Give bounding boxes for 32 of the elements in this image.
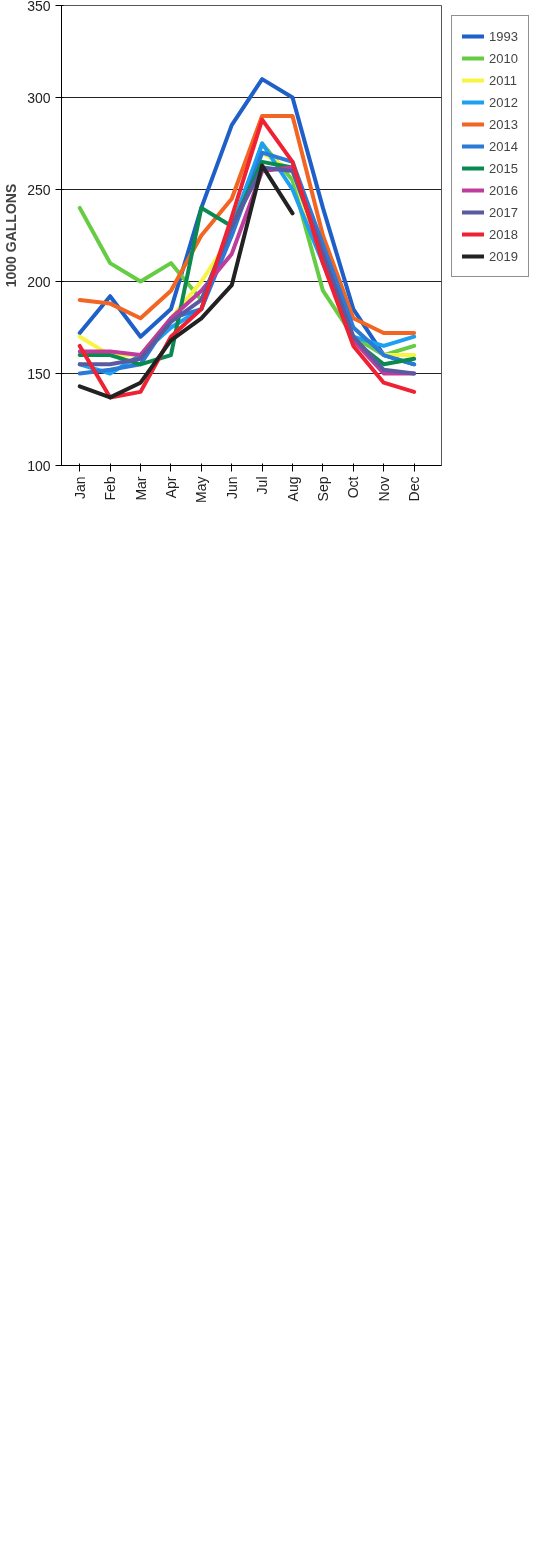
legend-label: 2016 <box>489 182 518 198</box>
legend-label: 2010 <box>489 50 518 66</box>
x-tick-label: Jul <box>254 476 271 495</box>
line-series <box>77 113 417 336</box>
x-tick-label: Feb <box>102 476 119 501</box>
legend-label: 2015 <box>489 160 518 176</box>
legend-label: 2013 <box>489 116 518 132</box>
x-tick-label: Jun <box>223 476 240 500</box>
y-tick-label: 350 <box>27 0 51 14</box>
legend-label: 2018 <box>489 226 518 242</box>
x-tick-label: Oct <box>345 476 362 499</box>
legend-label: 2014 <box>489 138 518 154</box>
x-tick-label: Mar <box>132 476 149 501</box>
y-tick-label: 100 <box>27 457 51 474</box>
x-tick-label: Aug <box>284 476 301 502</box>
y-tick-label: 200 <box>27 273 51 290</box>
legend-label: 2012 <box>489 94 518 110</box>
legend-label: 1993 <box>489 28 518 44</box>
x-tick-label: Apr <box>162 476 179 499</box>
x-tick-label: Dec <box>406 476 423 502</box>
line-series <box>77 117 417 400</box>
x-tick-label: Jan <box>71 476 88 500</box>
legend-label: 2011 <box>489 72 517 88</box>
x-tick-label: May <box>193 476 210 503</box>
y-axis-title: 1000 GALLONS <box>3 183 20 288</box>
y-tick-label: 150 <box>27 365 51 382</box>
legend-label: 2019 <box>489 248 518 264</box>
legend-label: 2017 <box>489 204 518 220</box>
y-tick-label: 300 <box>27 89 51 106</box>
y-tick-label: 250 <box>27 181 51 198</box>
x-tick-label: Sep <box>314 476 331 502</box>
x-tick-label: Nov <box>375 476 392 502</box>
